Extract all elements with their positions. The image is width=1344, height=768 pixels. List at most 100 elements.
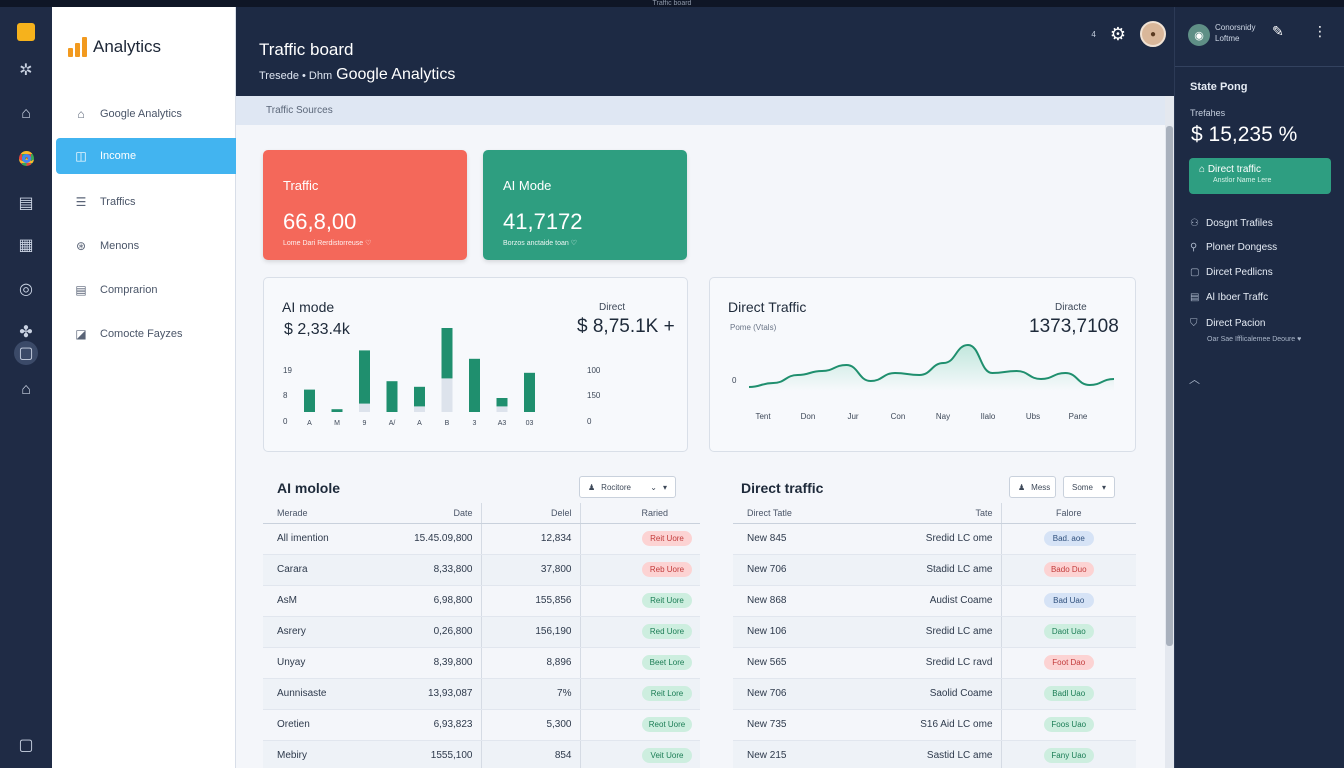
bar-direct[interactable] xyxy=(441,328,453,379)
sidebar-item-traffics[interactable]: ☰ Traffics xyxy=(56,184,236,220)
list-icon[interactable] xyxy=(14,20,38,44)
cell-name: Aunnisaste xyxy=(263,678,385,710)
column-header[interactable]: Delel xyxy=(480,503,580,524)
status-badge[interactable]: Reit Uore xyxy=(642,531,692,546)
ai-table-filter-dropdown[interactable]: ♟ Rocitore ⌄ ▾ xyxy=(579,476,676,498)
gear-icon[interactable]: ✲ xyxy=(19,62,33,79)
table-row[interactable]: New 106 Sredid LC ame Daot Uao xyxy=(733,616,1136,648)
house-icon[interactable]: ⌂ xyxy=(21,381,31,398)
circle-icon[interactable]: ▢ xyxy=(14,341,38,365)
calendar-icon[interactable]: ▤ xyxy=(18,195,34,212)
panel-item-al-iboer-traffc[interactable]: ▤ Al Iboer Traffc xyxy=(1190,292,1269,303)
status-badge[interactable]: Veit Uore xyxy=(642,748,692,763)
bar-direct[interactable] xyxy=(331,409,343,412)
sidebar-item-comocte-fayzes[interactable]: ◪ Comocte Fayzes xyxy=(56,316,236,352)
sidebar-item-income[interactable]: ◫ Income xyxy=(56,138,244,174)
bar-direct[interactable] xyxy=(359,350,370,404)
status-badge[interactable]: Foos Uao xyxy=(1043,717,1094,732)
panel-item-dosgnt-trafiles[interactable]: ⚇ Dosgnt Trafiles xyxy=(1190,218,1273,229)
status-badge[interactable]: Bad Uao xyxy=(1043,593,1094,608)
doc-icon: ▢ xyxy=(1190,267,1200,278)
status-badge[interactable]: Badl Uao xyxy=(1043,686,1094,701)
table-row[interactable]: Asrery 0,26,800 156,190 Red Uore xyxy=(263,616,700,648)
table-row[interactable]: New 845 Sredid LC ome Bad. aoe xyxy=(733,523,1136,555)
column-header[interactable]: Merade xyxy=(263,503,385,524)
table-row[interactable]: New 706 Stadid LC ame Bado Duo xyxy=(733,554,1136,586)
sidebar-item-comprarion[interactable]: ▤ Comprarion xyxy=(56,272,236,308)
table-row[interactable]: Carara 8,33,800 37,800 Reb Uore xyxy=(263,554,700,586)
edit-icon[interactable]: ✎ xyxy=(1272,23,1284,39)
table-row[interactable]: New 706 Saolid Coame Badl Uao xyxy=(733,678,1136,710)
bar-direct[interactable] xyxy=(496,398,508,407)
table-row[interactable]: Aunnisaste 13,93,087 7% Reit Lore xyxy=(263,678,700,710)
y-tick-right: 100 xyxy=(587,366,601,375)
square-icon[interactable]: ▢ xyxy=(18,737,34,754)
chevron-down-icon: ▾ xyxy=(662,482,667,492)
status-badge[interactable]: Reit Lore xyxy=(642,686,692,701)
table-row[interactable]: New 868 Audist Coame Bad Uao xyxy=(733,585,1136,617)
cell-tate: Sredid LC ome xyxy=(839,523,1001,555)
status-badge[interactable]: Reot Uore xyxy=(642,717,692,732)
bar-direct[interactable] xyxy=(469,358,480,412)
direct-traffic-highlight[interactable]: ⌂ Direct traffic Anstlor Name Lere xyxy=(1189,158,1331,194)
scrollbar[interactable] xyxy=(1165,96,1174,768)
bar-other[interactable] xyxy=(359,403,370,412)
settings-gear-icon[interactable]: ⚙ xyxy=(1109,23,1126,44)
right-panel: ◉ Conorsnidy Loftme ✎ ⋮ State Pong Trefa… xyxy=(1174,7,1344,768)
direct-table-filter-button[interactable]: ♟ Mess xyxy=(1009,476,1056,498)
kpi-card-ai-mode[interactable]: AI Mode 41,7172 Borzos anctaide toan ♡ xyxy=(483,150,687,260)
status-badge[interactable]: Foot Dao xyxy=(1043,655,1094,670)
bar-direct[interactable] xyxy=(524,372,535,412)
bar-other[interactable] xyxy=(496,406,508,412)
bar-direct[interactable] xyxy=(414,386,425,407)
puzzle-icon[interactable]: ✤ xyxy=(19,324,33,341)
line-series[interactable] xyxy=(748,343,1115,388)
status-badge[interactable]: Fany Uao xyxy=(1043,748,1094,763)
bar-direct[interactable] xyxy=(304,389,315,412)
scrollbar-thumb[interactable] xyxy=(1166,126,1173,646)
chrome-icon[interactable] xyxy=(14,146,38,170)
table-row[interactable]: All imention 15.45.09,800 12,834 Reit Uore xyxy=(263,523,700,555)
status-badge[interactable]: Reit Uore xyxy=(642,593,692,608)
table-row[interactable]: New 565 Sredid LC ravd Foot Dao xyxy=(733,647,1136,679)
status-badge[interactable]: Beet Lore xyxy=(642,655,692,670)
status-badge[interactable]: Bado Duo xyxy=(1043,562,1094,577)
column-header[interactable]: Falore xyxy=(1000,503,1136,524)
table-row[interactable]: Oretien 6,93,823 5,300 Reot Uore xyxy=(263,709,700,741)
panel-item-ploner-dongess[interactable]: ⚲ Ploner Dongess xyxy=(1190,242,1278,253)
list-icon: ☰ xyxy=(75,195,87,209)
column-header[interactable]: Date xyxy=(385,503,481,524)
table-row[interactable]: New 735 S16 Aid LC ome Foos Uao xyxy=(733,709,1136,741)
table-row[interactable]: Unyay 8,39,800 8,896 Beet Lore xyxy=(263,647,700,679)
notification-count[interactable]: 4 xyxy=(1091,29,1096,39)
bar-direct[interactable] xyxy=(386,381,398,412)
shield-icon: ⛉ xyxy=(1190,318,1198,329)
home-icon[interactable]: ⌂ xyxy=(21,105,31,122)
table-row[interactable]: New 215 Sastid LC ame Fany Uao xyxy=(733,740,1136,768)
bar-other[interactable] xyxy=(441,378,453,412)
brand[interactable]: Analytics xyxy=(68,37,161,57)
more-icon[interactable]: ⋮ xyxy=(1313,23,1327,39)
status-badge[interactable]: Red Uore xyxy=(642,624,692,639)
column-header[interactable]: Tate xyxy=(839,503,1001,524)
avatar[interactable]: ● xyxy=(1140,21,1166,47)
column-header[interactable]: Direct Tatle xyxy=(733,503,839,524)
chevron-up-icon[interactable]: ︿ xyxy=(1189,374,1200,386)
status-badge[interactable]: Bad. aoe xyxy=(1043,531,1094,546)
panel-item-dircet-pedlicns[interactable]: ▢ Dircet Pedlicns xyxy=(1190,267,1273,278)
table-row[interactable]: Mebiry 1555,100 854 Veit Uore xyxy=(263,740,700,768)
sidebar-item-menons[interactable]: ⊛ Menons xyxy=(56,228,236,264)
direct-table-sort-dropdown[interactable]: Some ▾ xyxy=(1063,476,1115,498)
status-badge[interactable]: Daot Uao xyxy=(1043,624,1094,639)
bar-other[interactable] xyxy=(414,406,425,412)
kpi-card-traffic[interactable]: Traffic 66,8,00 Lome Dari Rerdistorreuse… xyxy=(263,150,467,260)
grid-icon[interactable]: ▦ xyxy=(18,237,34,254)
cell-date: 0,26,800 xyxy=(385,616,481,648)
user-avatar[interactable]: ◉ xyxy=(1188,24,1210,46)
panel-item-direct-pacion[interactable]: ⛉ Direct Pacion xyxy=(1190,318,1266,329)
table-row[interactable]: AsM 6,98,800 155,856 Reit Uore xyxy=(263,585,700,617)
compass-icon[interactable]: ◎ xyxy=(19,281,33,298)
column-header[interactable]: Raried xyxy=(579,503,700,524)
sidebar-item-google-analytics[interactable]: ⌂ Google Analytics xyxy=(56,96,236,132)
status-badge[interactable]: Reb Uore xyxy=(642,562,692,577)
